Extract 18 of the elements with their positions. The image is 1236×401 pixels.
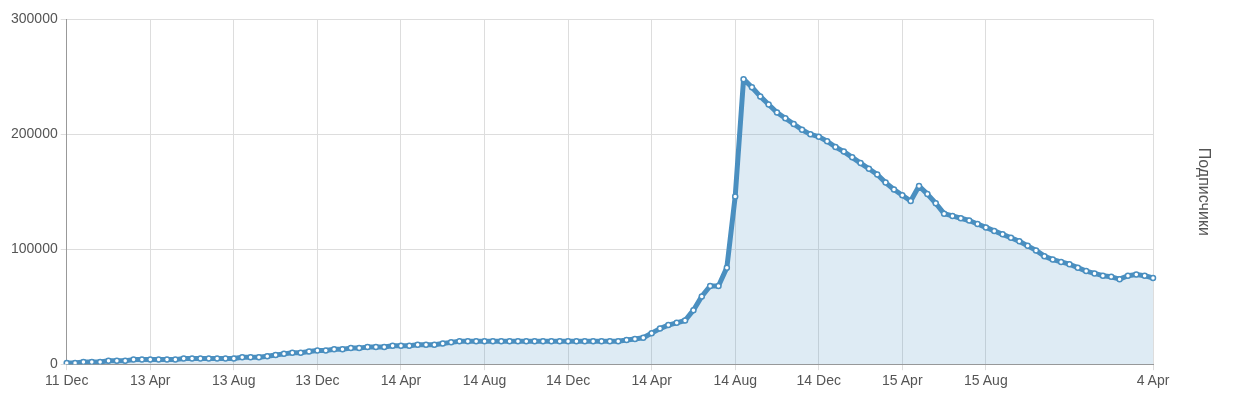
y-tick-label: 0	[49, 355, 58, 372]
x-tick-label: 11 Dec	[45, 372, 89, 389]
x-tick-label: 4 Apr	[1136, 372, 1170, 389]
x-tick-label: 15 Aug	[964, 372, 1008, 389]
x-tick-label: 15 Apr	[882, 372, 923, 389]
x-tick-label: 13 Apr	[130, 372, 171, 389]
x-tick-label: 13 Aug	[212, 372, 256, 389]
x-tick-label: 14 Dec	[545, 372, 591, 389]
x-tick-label: 14 Apr	[380, 372, 422, 389]
y-tick-label: 100000	[11, 240, 58, 257]
x-tick-label: 13 Dec	[295, 372, 340, 389]
x-tick-label: 14 Apr	[631, 372, 673, 389]
y-tick-label: 300000	[11, 10, 58, 27]
y-axis-title: Подписчики	[1195, 147, 1213, 236]
x-tick-label: 14 Aug	[713, 372, 757, 389]
y-tick-label: 200000	[11, 125, 58, 142]
x-tick-label: 14 Dec	[796, 372, 841, 389]
x-tick-label: 14 Aug	[462, 372, 507, 389]
